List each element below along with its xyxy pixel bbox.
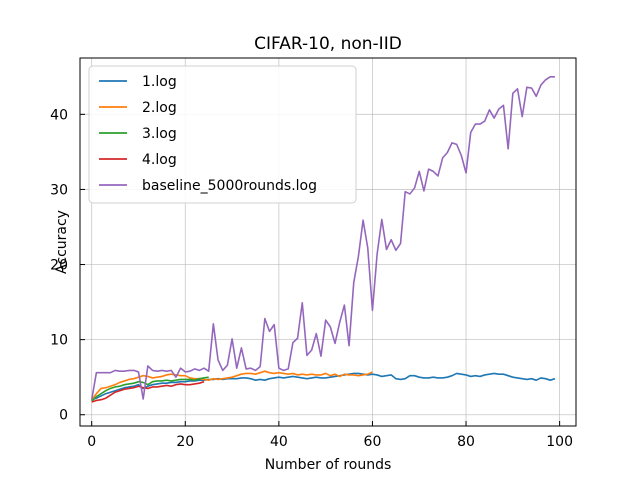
series-lines [90,75,556,403]
chart-title: CIFAR-10, non-IID [254,34,402,54]
legend: 1.log 2.log 3.log 4.log baseline_5000rounds.… [88,65,357,204]
x-tick-label: 20 [176,434,194,450]
series-line-5 [90,75,555,400]
x-axis-label: Number of rounds [265,457,392,473]
series-line-3 [91,376,209,402]
y-axis-label: Accuracy [54,210,70,274]
x-tick-label: 100 [546,434,573,450]
x-tick-label: 0 [87,434,96,450]
legend-label: 3.log [142,126,177,142]
series-line-1 [91,372,556,401]
series-line-4 [91,380,205,403]
x-tick-label: 60 [364,434,382,450]
y-tick-label: 30 [50,182,68,198]
y-tick-label: 20 [50,258,68,274]
legend-label: 2.log [142,100,177,116]
y-tick-label: 0 [59,408,68,424]
series-line-2 [91,370,373,401]
x-tick-label: 40 [270,434,288,450]
legend-box [88,65,357,204]
x-tick-label: 80 [457,434,475,450]
y-tick-label: 40 [50,107,68,123]
legend-label: 1.log [142,74,177,90]
axes-frame [79,57,577,427]
legend-label: 4.log [142,152,177,168]
y-tick-label: 10 [50,333,68,349]
legend-label: baseline_5000rounds.log [142,178,317,194]
axis-ticks: 0 20 40 60 80 100 0 10 20 30 40 [50,107,573,450]
